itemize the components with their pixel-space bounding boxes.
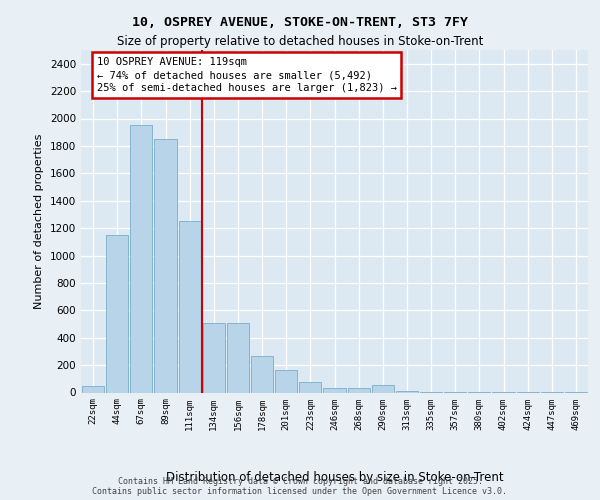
Y-axis label: Number of detached properties: Number of detached properties xyxy=(34,134,44,309)
Text: Size of property relative to detached houses in Stoke-on-Trent: Size of property relative to detached ho… xyxy=(117,35,483,48)
Bar xyxy=(396,391,418,392)
Bar xyxy=(275,370,298,392)
Bar xyxy=(154,139,176,392)
Bar xyxy=(371,385,394,392)
Bar xyxy=(227,322,249,392)
Bar xyxy=(82,386,104,392)
Text: 10, OSPREY AVENUE, STOKE-ON-TRENT, ST3 7FY: 10, OSPREY AVENUE, STOKE-ON-TRENT, ST3 7… xyxy=(132,16,468,29)
X-axis label: Distribution of detached houses by size in Stoke-on-Trent: Distribution of detached houses by size … xyxy=(166,472,503,484)
Text: Contains HM Land Registry data © Crown copyright and database right 2025.
Contai: Contains HM Land Registry data © Crown c… xyxy=(92,476,508,496)
Bar xyxy=(299,382,322,392)
Bar xyxy=(179,221,201,392)
Bar xyxy=(203,322,225,392)
Bar xyxy=(323,388,346,392)
Bar xyxy=(130,126,152,392)
Bar xyxy=(251,356,273,393)
Bar xyxy=(347,388,370,392)
Bar xyxy=(106,235,128,392)
Text: 10 OSPREY AVENUE: 119sqm
← 74% of detached houses are smaller (5,492)
25% of sem: 10 OSPREY AVENUE: 119sqm ← 74% of detach… xyxy=(97,57,397,93)
